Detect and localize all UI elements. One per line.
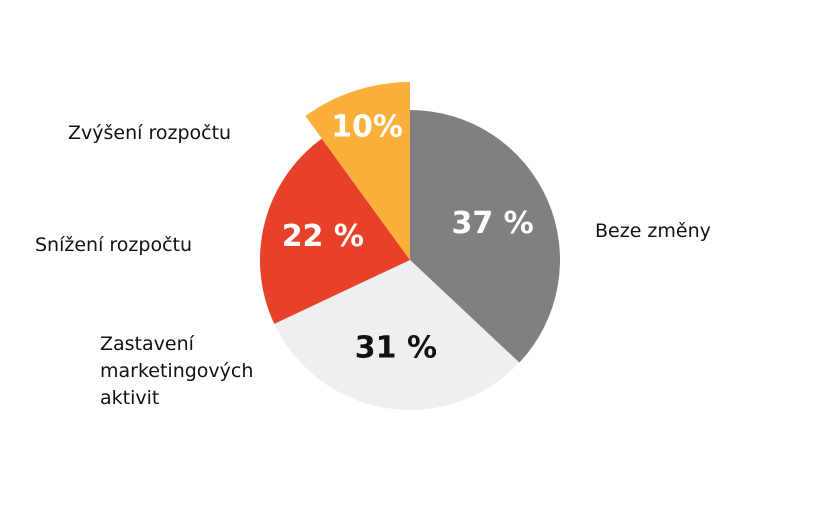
category-label: Beze změny [595, 220, 711, 242]
pie-slice [410, 110, 560, 363]
pie-slice [260, 138, 410, 324]
value-label: 22 % [282, 219, 364, 254]
category-label: Zvýšení rozpočtu [68, 122, 232, 144]
category-label: Zastavení marketingových aktivit [100, 333, 254, 409]
pie-slice [274, 260, 520, 410]
pie-slice [305, 82, 410, 260]
value-label: 37 % [451, 206, 533, 241]
value-label: 31 % [355, 330, 437, 365]
category-label: Snížení rozpočtu [35, 234, 193, 256]
value-label: 10% [331, 109, 403, 144]
